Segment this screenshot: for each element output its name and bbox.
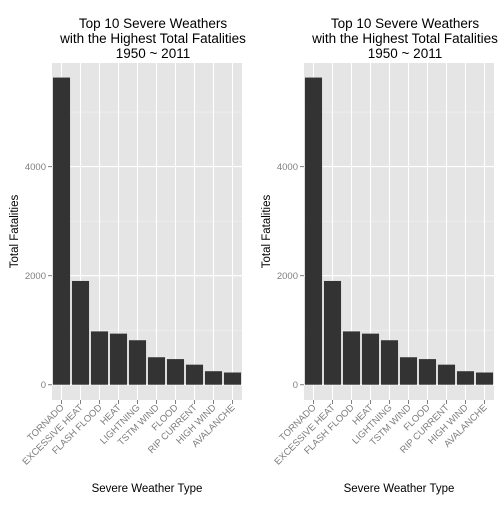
bar-rip-current <box>185 364 204 385</box>
bar-flash-flood <box>342 331 361 385</box>
bar-excessive-heat <box>323 280 342 385</box>
bar-high-wind <box>456 371 475 385</box>
y-axis-title: Total Fatalities <box>261 195 273 269</box>
y-tick-label: 2000 <box>25 271 46 282</box>
bar-avalanche <box>475 372 494 385</box>
y-tick-label: 4000 <box>277 162 298 173</box>
x-axis-title: Severe Weather Type <box>92 483 203 495</box>
chart-title-line-3: 1950 ~ 2011 <box>368 46 442 61</box>
bar-lightning <box>380 340 399 385</box>
bar-flood <box>166 359 185 385</box>
chart-title-line-3: 1950 ~ 2011 <box>116 46 190 61</box>
y-tick-label: 0 <box>41 380 46 391</box>
x-axis-title: Severe Weather Type <box>344 483 455 495</box>
y-axis-title: Total Fatalities <box>9 195 21 269</box>
y-tick-label: 0 <box>293 380 298 391</box>
chart-title-line-1: Top 10 Severe Weathers <box>79 16 228 31</box>
bar-heat <box>361 333 380 385</box>
bar-rip-current <box>437 364 456 385</box>
bar-high-wind <box>204 371 223 385</box>
chart-title-line-2: with the Highest Total Fatalities <box>311 31 498 46</box>
bar-excessive-heat <box>71 280 90 385</box>
bar-lightning <box>128 340 147 385</box>
bar-tornado <box>52 77 71 385</box>
chart-title-line-2: with the Highest Total Fatalities <box>59 31 246 46</box>
y-tick-label: 2000 <box>277 271 298 282</box>
y-tick-label: 4000 <box>25 162 46 173</box>
bar-tstm-wind <box>147 357 166 385</box>
bar-heat <box>109 333 128 385</box>
bar-tstm-wind <box>399 357 418 385</box>
bar-flood <box>418 359 437 385</box>
bar-flash-flood <box>90 331 109 385</box>
bar-avalanche <box>223 372 242 385</box>
bar-tornado <box>304 77 323 385</box>
chart-title-line-1: Top 10 Severe Weathers <box>331 16 480 31</box>
